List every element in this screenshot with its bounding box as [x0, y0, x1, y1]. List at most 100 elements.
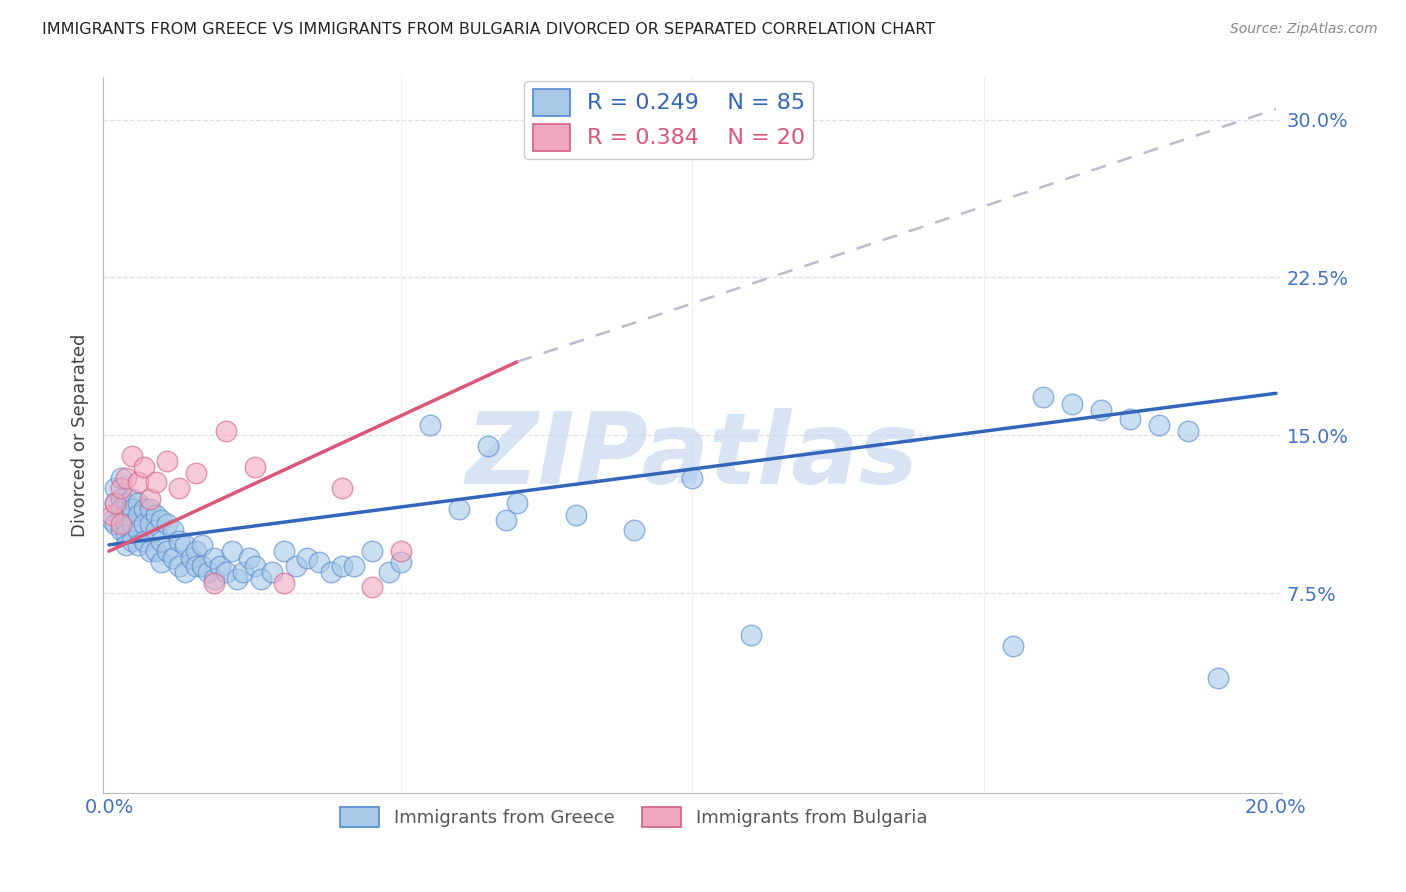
- Point: [186, 544, 208, 558]
- Point: [110, 481, 132, 495]
- Point: [186, 558, 208, 573]
- Point: [1060, 397, 1083, 411]
- Point: [145, 544, 167, 558]
- Point: [150, 555, 173, 569]
- Point: [389, 555, 412, 569]
- Point: [110, 523, 132, 537]
- Point: [104, 496, 127, 510]
- Point: [360, 580, 382, 594]
- Point: [449, 502, 471, 516]
- Point: [121, 533, 143, 548]
- Point: [127, 475, 149, 489]
- Point: [156, 516, 179, 531]
- Point: [191, 538, 214, 552]
- Point: [145, 475, 167, 489]
- Point: [132, 533, 155, 548]
- Point: [156, 544, 179, 558]
- Point: [156, 453, 179, 467]
- Point: [262, 566, 284, 580]
- Point: [101, 508, 124, 523]
- Point: [232, 566, 254, 580]
- Point: [215, 566, 238, 580]
- Point: [495, 513, 517, 527]
- Point: [162, 550, 184, 565]
- Point: [110, 470, 132, 484]
- Point: [208, 558, 231, 573]
- Point: [332, 481, 354, 495]
- Point: [623, 523, 645, 537]
- Y-axis label: Divorced or Separated: Divorced or Separated: [72, 334, 89, 537]
- Point: [1177, 424, 1199, 438]
- Point: [1032, 391, 1054, 405]
- Point: [221, 544, 243, 558]
- Point: [477, 439, 499, 453]
- Point: [115, 508, 138, 523]
- Point: [191, 558, 214, 573]
- Point: [202, 572, 225, 586]
- Point: [132, 516, 155, 531]
- Point: [1149, 417, 1171, 432]
- Point: [565, 508, 588, 523]
- Point: [127, 508, 149, 523]
- Point: [284, 558, 307, 573]
- Point: [132, 502, 155, 516]
- Point: [238, 550, 260, 565]
- Point: [186, 467, 208, 481]
- Point: [226, 572, 249, 586]
- Point: [173, 538, 195, 552]
- Point: [101, 513, 124, 527]
- Point: [121, 516, 143, 531]
- Point: [167, 481, 190, 495]
- Point: [150, 513, 173, 527]
- Point: [145, 523, 167, 537]
- Point: [1206, 671, 1229, 685]
- Point: [121, 450, 143, 464]
- Point: [506, 496, 529, 510]
- Point: [1119, 411, 1142, 425]
- Point: [150, 533, 173, 548]
- Point: [180, 550, 202, 565]
- Point: [273, 544, 295, 558]
- Point: [115, 538, 138, 552]
- Point: [115, 527, 138, 541]
- Point: [121, 491, 143, 506]
- Point: [378, 566, 401, 580]
- Legend: Immigrants from Greece, Immigrants from Bulgaria: Immigrants from Greece, Immigrants from …: [332, 800, 935, 834]
- Point: [139, 516, 162, 531]
- Point: [167, 533, 190, 548]
- Point: [145, 508, 167, 523]
- Point: [1090, 403, 1112, 417]
- Point: [127, 496, 149, 510]
- Point: [139, 544, 162, 558]
- Point: [243, 558, 266, 573]
- Point: [319, 566, 342, 580]
- Point: [343, 558, 366, 573]
- Point: [360, 544, 382, 558]
- Point: [297, 550, 319, 565]
- Point: [308, 555, 330, 569]
- Point: [682, 470, 704, 484]
- Point: [104, 516, 127, 531]
- Point: [121, 502, 143, 516]
- Point: [139, 491, 162, 506]
- Point: [249, 572, 271, 586]
- Point: [104, 496, 127, 510]
- Point: [1002, 639, 1025, 653]
- Point: [740, 628, 762, 642]
- Point: [202, 550, 225, 565]
- Point: [104, 481, 127, 495]
- Point: [127, 538, 149, 552]
- Point: [139, 502, 162, 516]
- Point: [419, 417, 441, 432]
- Point: [162, 523, 184, 537]
- Point: [389, 544, 412, 558]
- Text: Source: ZipAtlas.com: Source: ZipAtlas.com: [1230, 22, 1378, 37]
- Point: [110, 491, 132, 506]
- Point: [115, 496, 138, 510]
- Point: [273, 575, 295, 590]
- Point: [115, 470, 138, 484]
- Point: [215, 424, 238, 438]
- Point: [167, 558, 190, 573]
- Point: [332, 558, 354, 573]
- Point: [110, 516, 132, 531]
